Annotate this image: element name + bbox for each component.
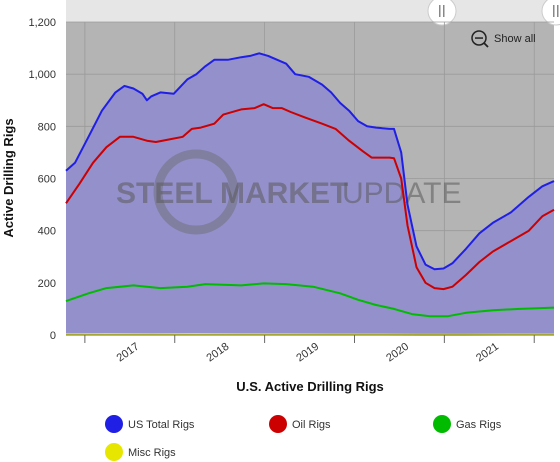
legend-label: US Total Rigs — [128, 419, 195, 431]
x-tick-label: 2017 — [115, 341, 142, 365]
watermark-word-2: MARKET — [220, 177, 348, 210]
series-lines — [65, 52, 555, 336]
x-tick-label: 2021 — [474, 341, 501, 365]
legend-marker — [269, 415, 287, 433]
navigator-handle-left[interactable] — [427, 0, 457, 26]
x-tick-label: 2018 — [204, 341, 231, 365]
series-areas — [66, 53, 554, 336]
area-us-total-rigs — [66, 53, 554, 336]
legend: US Total Rigs Oil Rigs Gas Rigs Misc Rigs — [105, 415, 502, 461]
y-tick-label: 600 — [38, 174, 56, 186]
watermark-logo: STEEL MARKET UPDATE — [116, 149, 461, 235]
zoom-out-icon — [471, 30, 487, 46]
navigator-handle-right[interactable] — [541, 0, 560, 26]
legend-marker — [105, 443, 123, 461]
line-oil-rigs — [65, 103, 555, 291]
legend-marker — [433, 415, 451, 433]
y-tick-label: 800 — [38, 121, 56, 133]
y-tick-label: 200 — [38, 278, 56, 290]
y-tick-label: 400 — [38, 226, 56, 238]
legend-label: Misc Rigs — [128, 447, 176, 459]
line-gas-rigs — [65, 282, 555, 318]
y-tick-label: 1,200 — [28, 17, 56, 29]
y-axis-title: Active Drilling Rigs — [1, 118, 16, 237]
line-us-total-rigs — [65, 52, 555, 271]
x-axis: 2017 2018 2019 2020 2021 — [84, 335, 535, 365]
legend-item-misc-rigs[interactable]: Misc Rigs — [105, 443, 176, 461]
y-axis: 0 200 400 600 800 1,000 1,200 — [28, 17, 56, 342]
legend-item-oil-rigs[interactable]: Oil Rigs — [269, 415, 331, 433]
show-all-label: Show all — [494, 33, 536, 45]
x-tick-label: 2020 — [384, 341, 411, 365]
y-tick-label: 1,000 — [28, 69, 56, 81]
legend-label: Oil Rigs — [292, 419, 331, 431]
x-tick-label: 2019 — [294, 341, 321, 365]
show-all-button[interactable]: Show all — [471, 30, 536, 48]
watermark-word-1: STEEL — [116, 177, 213, 210]
y-tick-label: 0 — [50, 330, 56, 342]
legend-item-gas-rigs[interactable]: Gas Rigs — [433, 415, 502, 433]
range-navigator[interactable] — [66, 0, 554, 22]
legend-marker — [105, 415, 123, 433]
legend-label: Gas Rigs — [456, 419, 502, 431]
legend-item-us-total-rigs[interactable]: US Total Rigs — [105, 415, 195, 433]
x-axis-title: U.S. Active Drilling Rigs — [236, 379, 384, 394]
